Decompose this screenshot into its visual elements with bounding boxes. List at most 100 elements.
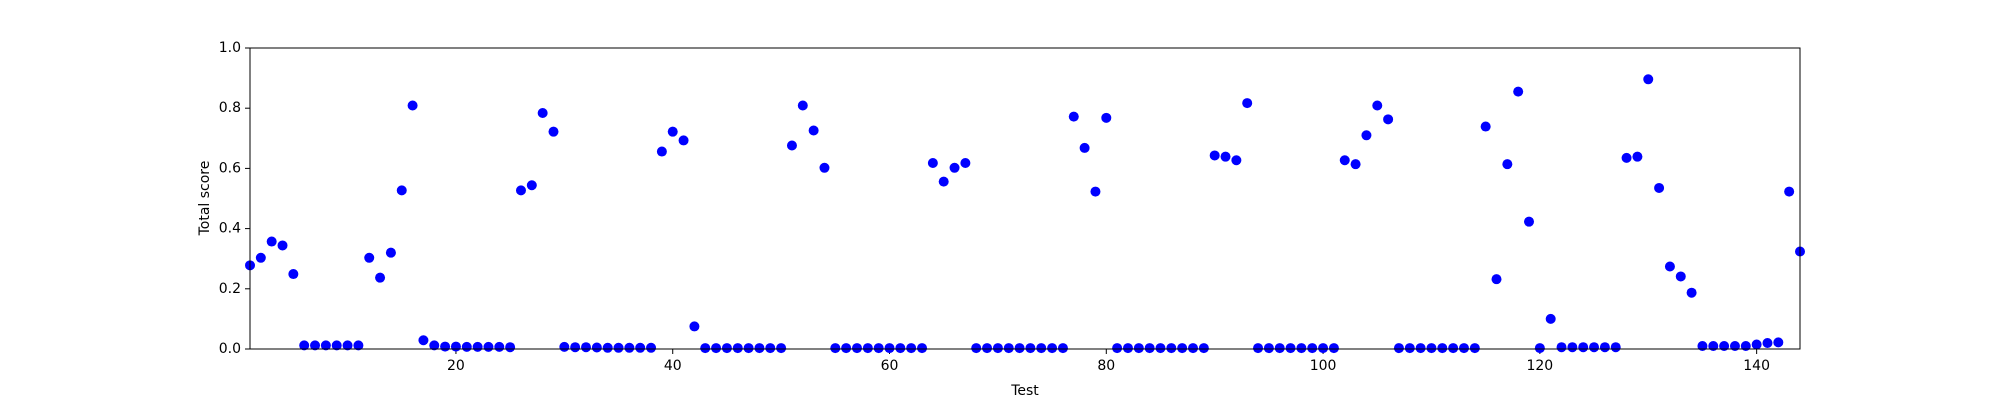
- point: [429, 340, 440, 351]
- point: [1740, 340, 1751, 351]
- point: [1426, 343, 1437, 354]
- point: [689, 321, 700, 332]
- point: [364, 252, 375, 263]
- point: [797, 100, 808, 111]
- point: [1383, 114, 1394, 125]
- point: [1654, 182, 1665, 193]
- point: [407, 100, 418, 111]
- point: [1112, 343, 1123, 354]
- point: [266, 236, 277, 247]
- point: [906, 343, 917, 354]
- point: [1372, 100, 1383, 111]
- point: [1047, 343, 1058, 354]
- point: [862, 343, 873, 354]
- point: [895, 343, 906, 354]
- point: [1122, 343, 1133, 354]
- point: [1589, 342, 1600, 353]
- point: [700, 343, 711, 354]
- point: [1242, 98, 1253, 109]
- point: [1079, 142, 1090, 153]
- point: [884, 343, 895, 354]
- point: [255, 252, 266, 263]
- point: [331, 340, 342, 351]
- point: [1621, 152, 1632, 163]
- point: [1686, 287, 1697, 298]
- point: [1502, 159, 1513, 170]
- point: [1578, 342, 1589, 353]
- point: [1480, 121, 1491, 132]
- point: [505, 342, 516, 353]
- point: [581, 342, 592, 353]
- point: [1274, 343, 1285, 354]
- point: [570, 342, 581, 353]
- point: [1664, 261, 1675, 272]
- point: [938, 176, 949, 187]
- point: [732, 343, 743, 354]
- point: [1610, 342, 1621, 353]
- point: [353, 340, 364, 351]
- point: [873, 343, 884, 354]
- point: [320, 340, 331, 351]
- point: [450, 341, 461, 352]
- point: [960, 157, 971, 168]
- point: [776, 343, 787, 354]
- point: [375, 272, 386, 283]
- point: [1719, 340, 1730, 351]
- point: [1643, 74, 1654, 85]
- x-tick-label: 140: [1743, 358, 1770, 374]
- point: [743, 343, 754, 354]
- point: [1057, 343, 1068, 354]
- point: [1524, 216, 1535, 227]
- point: [1144, 343, 1155, 354]
- point: [515, 185, 526, 196]
- point: [299, 340, 310, 351]
- point: [711, 343, 722, 354]
- point: [548, 126, 559, 137]
- point: [971, 343, 982, 354]
- point: [1556, 342, 1567, 353]
- point: [1697, 340, 1708, 351]
- point: [310, 340, 321, 351]
- point: [472, 341, 483, 352]
- point: [830, 343, 841, 354]
- point: [1361, 130, 1372, 141]
- point: [1166, 343, 1177, 354]
- point: [841, 343, 852, 354]
- point: [667, 126, 678, 137]
- point: [602, 342, 613, 353]
- point: [1155, 343, 1166, 354]
- point: [1318, 343, 1329, 354]
- point: [1784, 186, 1795, 197]
- point: [591, 342, 602, 353]
- x-tick-label: 100: [1310, 358, 1337, 374]
- point: [624, 342, 635, 353]
- point: [786, 140, 797, 151]
- point: [1393, 343, 1404, 354]
- point: [1068, 111, 1079, 122]
- point: [1729, 340, 1740, 351]
- point: [646, 342, 657, 353]
- point: [396, 185, 407, 196]
- y-tick-label: 0.0: [219, 341, 241, 357]
- point: [1307, 343, 1318, 354]
- y-tick-label: 1.0: [219, 40, 241, 56]
- x-tick-label: 60: [881, 358, 899, 374]
- point: [1220, 151, 1231, 162]
- point: [1285, 343, 1296, 354]
- point: [1025, 343, 1036, 354]
- x-axis-label: Test: [1010, 383, 1039, 399]
- point: [765, 343, 776, 354]
- point: [1534, 343, 1545, 354]
- point: [440, 341, 451, 352]
- y-axis-label: Total score: [197, 161, 213, 237]
- point: [342, 340, 353, 351]
- point: [526, 180, 537, 191]
- point: [1404, 343, 1415, 354]
- x-tick-label: 80: [1097, 358, 1115, 374]
- point: [721, 343, 732, 354]
- point: [1003, 343, 1014, 354]
- point: [1101, 112, 1112, 123]
- plot-frame: [249, 47, 1801, 350]
- point: [461, 341, 472, 352]
